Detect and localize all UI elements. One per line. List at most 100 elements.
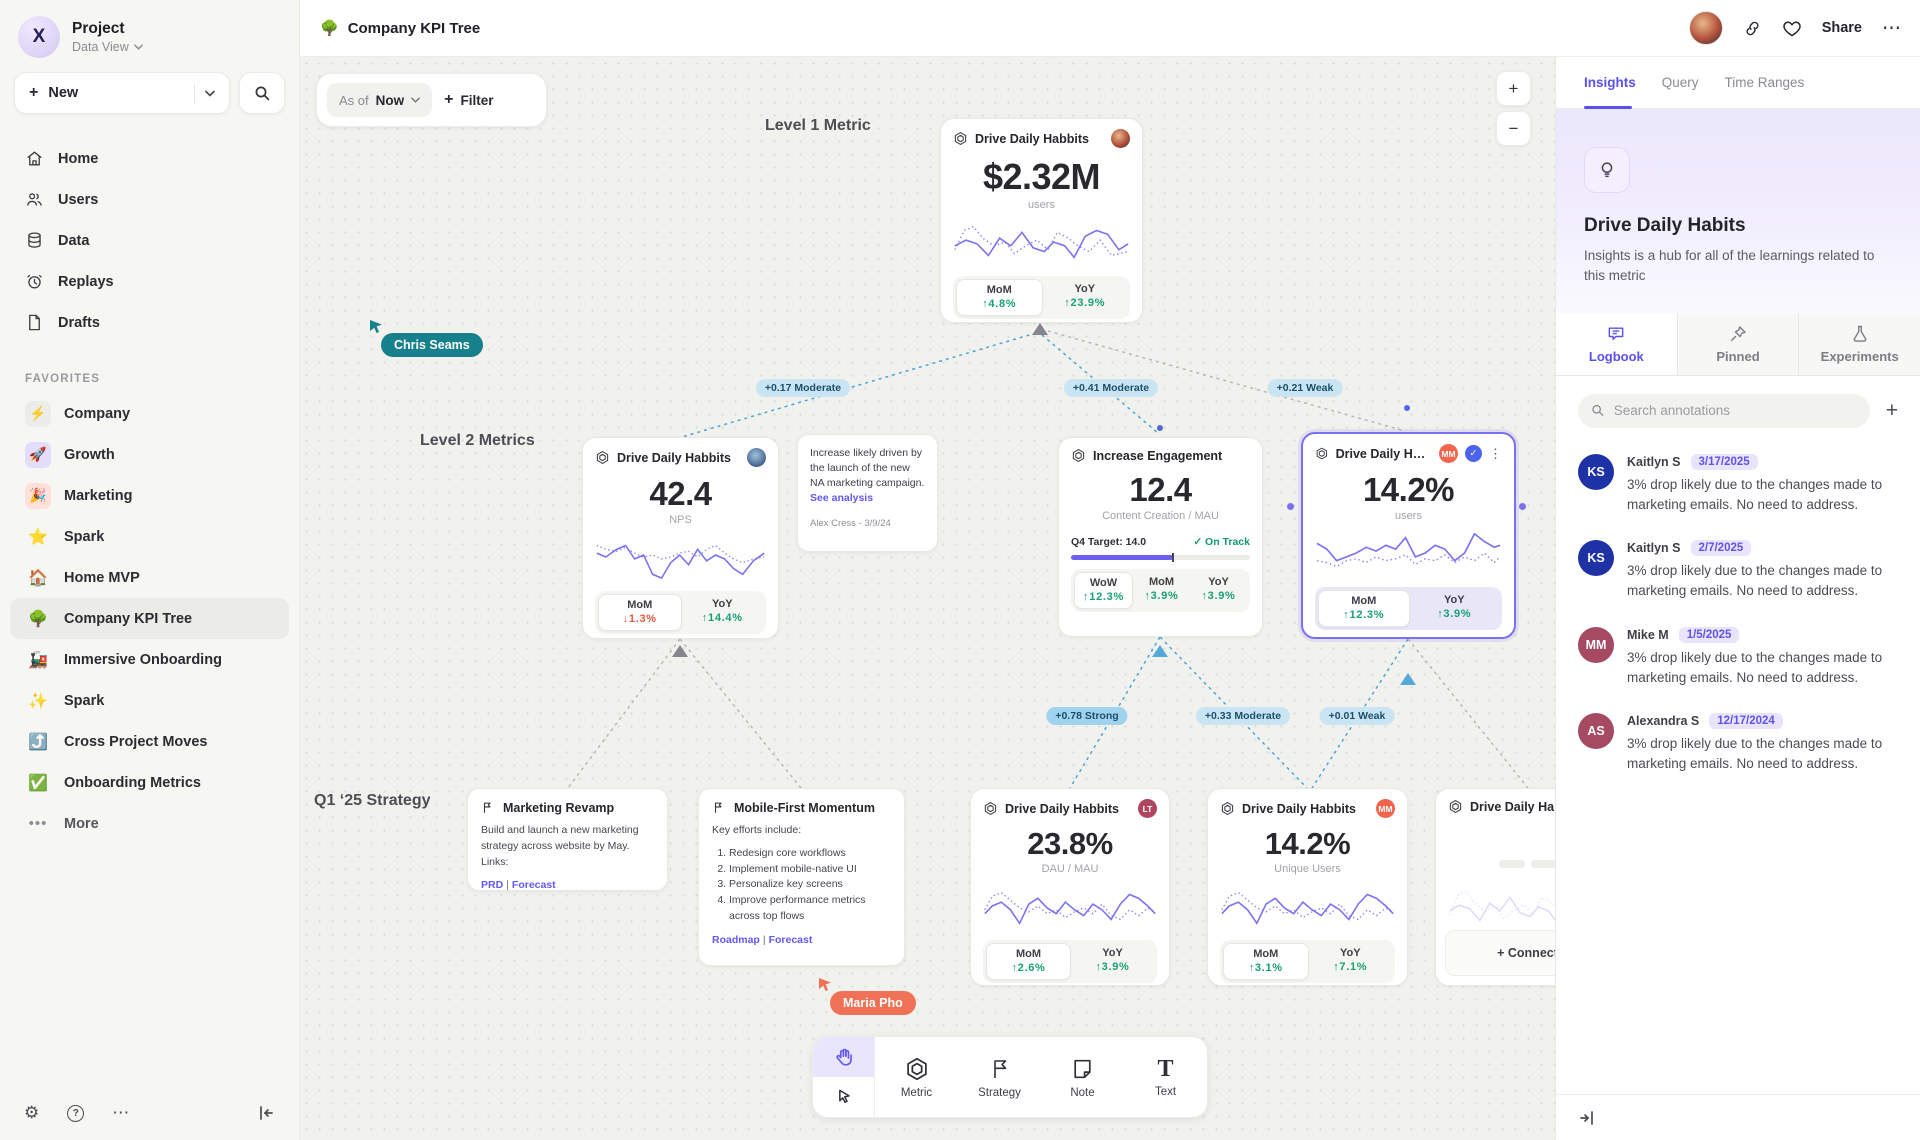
note-tool[interactable]: Note — [1041, 1037, 1124, 1117]
strategy-tool[interactable]: Strategy — [958, 1037, 1041, 1117]
yoy-stat[interactable]: YoY ↑7.1% — [1333, 947, 1368, 973]
search-input[interactable] — [1613, 403, 1857, 418]
metric-card-dau[interactable]: Drive Daily Habbits LT 23.8% DAU / MAU M… — [970, 788, 1170, 986]
annotation-date[interactable]: 2/7/2025 — [1690, 540, 1752, 556]
strategy-label: Q1 ‘25 Strategy — [314, 792, 431, 809]
sparkline-chart — [596, 544, 765, 580]
select-tool[interactable] — [813, 1077, 874, 1117]
sidebar-item-data[interactable]: Data — [10, 220, 289, 261]
sidebar-item-company-kpi-tree[interactable]: 🌳 Company KPI Tree — [10, 598, 289, 639]
subtab-pinned[interactable]: Pinned — [1677, 312, 1800, 375]
cursor-pointer-icon — [819, 978, 831, 992]
heart-icon[interactable] — [1782, 19, 1802, 38]
help-icon[interactable]: ? — [67, 1104, 85, 1122]
strategy-card-marketing[interactable]: Marketing Revamp Build and launch a new … — [467, 788, 668, 891]
annotation-date[interactable]: 1/5/2025 — [1678, 626, 1740, 643]
prd-link[interactable]: PRD — [481, 879, 504, 892]
overflow-menu-icon[interactable]: ⋯ — [1882, 17, 1902, 39]
share-button[interactable]: Share — [1821, 20, 1862, 36]
yoy-stat[interactable]: YoY ↑3.9% — [1095, 947, 1130, 973]
annotation-searchbox[interactable] — [1578, 393, 1870, 428]
filter-button[interactable]: + Filter — [444, 91, 494, 108]
annotation-item[interactable]: KS Kaitlyn S 2/7/2025 3% drop likely due… — [1578, 540, 1898, 602]
collapse-panel-icon[interactable] — [1578, 1109, 1596, 1127]
annotation-author: Kaitlyn S — [1627, 454, 1681, 469]
metric-card-l1[interactable]: Drive Daily Habbits $2.32M users MoM ↑4.… — [940, 118, 1143, 323]
mom-stat[interactable]: MoM ↑3.9% — [1144, 576, 1179, 602]
mom-stat[interactable]: MoM ↑12.3% — [1318, 590, 1410, 627]
card-menu-icon[interactable]: ⋮ — [1489, 445, 1502, 461]
annotation-item[interactable]: MM Mike M 1/5/2025 3% drop likely due to… — [1578, 626, 1898, 689]
note-card[interactable]: Increase likely driven by the launch of … — [797, 434, 938, 552]
zoom-in-button[interactable]: + — [1496, 71, 1531, 106]
subtab-experiments[interactable]: Experiments — [1799, 312, 1920, 375]
annotation-item[interactable]: KS Kaitlyn S 3/17/2025 3% drop likely du… — [1578, 453, 1898, 516]
user-avatar[interactable] — [1688, 11, 1723, 45]
sidebar-item-marketing[interactable]: 🎉 Marketing — [10, 475, 289, 516]
sidebar-item-spark-2[interactable]: ✨ Spark — [10, 680, 289, 721]
mom-stat[interactable]: MoM ↓1.3% — [598, 594, 682, 631]
metric-card-selected[interactable]: Drive Daily Habb.. MM ✓ ⋮ 14.2% users Mo… — [1301, 432, 1516, 639]
arrow-up-icon: ⤴️ — [28, 733, 48, 751]
mom-stat[interactable]: MoM ↑4.8% — [956, 279, 1043, 316]
tab-time-ranges[interactable]: Time Ranges — [1724, 75, 1805, 90]
metric-card-nps[interactable]: Drive Daily Habbits 42.4 NPS MoM ↓1.3% Y… — [582, 437, 779, 639]
roadmap-link[interactable]: Roadmap — [712, 933, 760, 946]
mom-stat[interactable]: MoM ↑2.6% — [986, 943, 1071, 980]
sidebar-item-more[interactable]: ••• More — [10, 803, 289, 844]
strategy-card-mobile[interactable]: Mobile-First Momentum Key efforts includ… — [698, 788, 905, 966]
new-button[interactable]: + New — [14, 72, 230, 114]
see-analysis-link[interactable]: See analysis — [810, 491, 874, 504]
add-annotation-button[interactable]: + — [1885, 399, 1898, 422]
yoy-stat[interactable]: YoY ↑3.9% — [1437, 594, 1472, 620]
yoy-stat[interactable]: YoY ↑3.9% — [1201, 576, 1236, 602]
annotation-date[interactable]: 12/17/2024 — [1709, 713, 1783, 729]
search-button[interactable] — [239, 72, 285, 114]
page-title: 🌳 Company KPI Tree — [320, 19, 481, 38]
sidebar-item-immersive-onboarding[interactable]: 🚂 Immersive Onboarding — [10, 639, 289, 680]
zoom-out-button[interactable]: − — [1496, 111, 1531, 146]
sidebar-item-drafts[interactable]: Drafts — [10, 302, 289, 343]
sidebar-item-users[interactable]: Users — [10, 179, 289, 220]
yoy-stat[interactable]: YoY ↑14.4% — [701, 598, 743, 624]
sidebar-item-home-mvp[interactable]: 🏠 Home MVP — [10, 557, 289, 598]
chevron-down-icon[interactable] — [205, 90, 215, 97]
metric-card-engagement[interactable]: Increase Engagement 12.4 Content Creatio… — [1058, 437, 1263, 637]
project-switcher[interactable]: X Project Data View — [0, 0, 299, 72]
metric-unit: DAU / MAU — [1041, 863, 1099, 875]
sidebar-item-growth[interactable]: 🚀 Growth — [10, 434, 289, 475]
wow-stat[interactable]: WoW ↑12.3% — [1074, 572, 1133, 609]
yoy-stat[interactable]: YoY ↑23.9% — [1064, 283, 1106, 309]
sidebar-item-cross-project-moves[interactable]: ⤴️ Cross Project Moves — [10, 721, 289, 762]
collapse-sidebar-icon[interactable] — [257, 1104, 275, 1122]
annotation-item[interactable]: AS Alexandra S 12/17/2024 3% drop likely… — [1578, 713, 1898, 775]
dots-icon[interactable]: ⋯ — [112, 1103, 130, 1122]
hand-tool[interactable] — [813, 1037, 874, 1077]
forecast-link[interactable]: Forecast — [768, 933, 813, 946]
forecast-link[interactable]: Forecast — [511, 879, 556, 892]
project-view[interactable]: Data View — [72, 40, 143, 54]
text-tool[interactable]: T Text — [1154, 1055, 1177, 1098]
sparkline-chart — [1316, 532, 1501, 568]
metric-title: Drive Daily Habbits — [975, 131, 1089, 146]
mom-stat[interactable]: MoM ↑3.1% — [1223, 943, 1309, 980]
link-icon[interactable] — [1743, 19, 1762, 38]
metric-card-unique[interactable]: Drive Daily Habbits MM 14.2% Unique User… — [1207, 788, 1408, 986]
sidebar-item-company[interactable]: ⚡ Company — [10, 393, 289, 434]
tab-insights[interactable]: Insights — [1584, 75, 1636, 90]
sidebar-item-onboarding-metrics[interactable]: ✅ Onboarding Metrics — [10, 762, 289, 803]
selection-handle[interactable] — [1519, 503, 1526, 510]
sidebar-item-spark[interactable]: ⭐ Spark — [10, 516, 289, 557]
connect-button[interactable]: + Connect — [1445, 930, 1555, 976]
as-of-selector[interactable]: As of Now — [327, 83, 433, 117]
annotation-date[interactable]: 3/17/2025 — [1690, 453, 1758, 470]
selection-handle[interactable] — [1287, 503, 1294, 510]
tab-query[interactable]: Query — [1661, 75, 1699, 90]
sidebar-item-home[interactable]: Home — [10, 138, 289, 179]
sidebar-item-replays[interactable]: Replays — [10, 261, 289, 302]
metric-tool[interactable]: Metric — [875, 1037, 958, 1117]
kpi-canvas[interactable]: As of Now + Filter + − Level 1 Metric Le… — [300, 57, 1555, 1140]
metric-card-stub[interactable]: Drive Daily Habbits + Connect — [1435, 788, 1555, 986]
subtab-logbook[interactable]: Logbook — [1556, 312, 1678, 375]
gear-icon[interactable]: ⚙ — [24, 1103, 40, 1122]
